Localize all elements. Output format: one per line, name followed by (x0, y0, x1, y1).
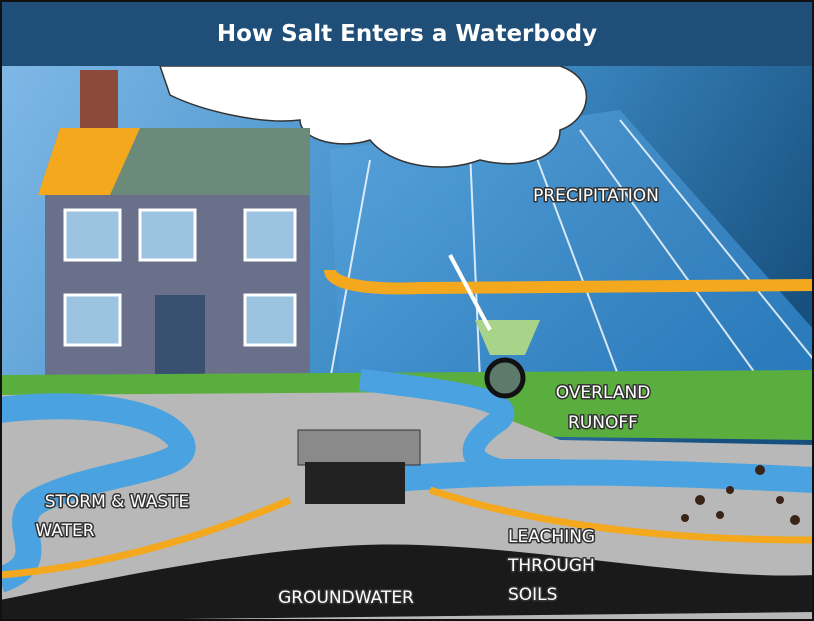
label: RUNOFF (568, 413, 638, 433)
title: How Salt Enters a Waterbody (217, 21, 597, 47)
chimney (80, 70, 118, 130)
label: STORM & WASTE (45, 492, 190, 512)
label: LEACHING (508, 527, 595, 547)
drain-box (298, 430, 420, 465)
drain-grate (305, 462, 405, 504)
label: GROUNDWATER (278, 588, 414, 608)
diagram: How Salt Enters a Waterbody PRECIPITATIO… (0, 0, 814, 621)
label: OVERLAND (556, 383, 651, 403)
soil-flow (380, 473, 814, 481)
label: SOILS (508, 585, 557, 605)
label: THROUGH (507, 556, 595, 576)
scene (0, 66, 814, 621)
door (155, 295, 205, 375)
label: WATER (35, 521, 94, 541)
spreader-wheel (487, 360, 523, 396)
label: PRECIPITATION (533, 186, 659, 206)
